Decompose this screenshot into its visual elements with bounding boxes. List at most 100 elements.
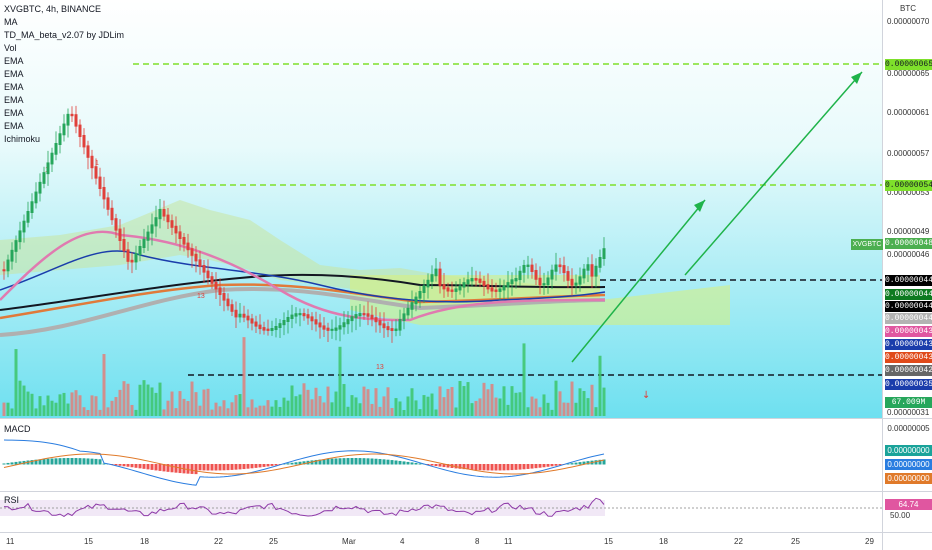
candle-body — [490, 287, 494, 292]
price-marker-label: 0.00000042 — [885, 365, 932, 376]
macd-histogram-bar — [586, 461, 590, 465]
volume-bar — [270, 406, 274, 416]
price-marker-label: 0.00000043 — [885, 339, 932, 350]
candle-body — [318, 322, 322, 328]
candle-body — [362, 313, 366, 316]
volume-bar — [498, 398, 502, 416]
macd-histogram-bar — [514, 464, 518, 470]
legend-ema[interactable]: EMA — [4, 95, 24, 105]
volume-bar — [482, 382, 486, 416]
macd-histogram-bar — [318, 459, 322, 465]
macd-histogram-bar — [18, 461, 22, 465]
legend-vol[interactable]: Vol — [4, 43, 17, 53]
time-tick-label: 18 — [140, 537, 149, 546]
macd-histogram-bar — [314, 459, 318, 465]
candle-body — [498, 288, 502, 292]
candle-body — [58, 133, 62, 145]
macd-tick-label: 0.00000000 — [885, 459, 932, 470]
legend-ma[interactable]: MA — [4, 17, 18, 27]
macd-histogram-bar — [230, 464, 234, 470]
time-tick-label: 22 — [734, 537, 743, 546]
candle-body — [18, 230, 22, 243]
candle-body — [446, 287, 450, 292]
volume-bar — [370, 403, 374, 416]
macd-histogram-bar — [570, 463, 574, 465]
candle-body — [534, 269, 538, 280]
macd-histogram-bar — [510, 464, 514, 471]
legend-ema[interactable]: EMA — [4, 69, 24, 79]
macd-histogram-bar — [282, 463, 286, 465]
time-tick-label: 11 — [6, 537, 15, 546]
volume-bar — [466, 382, 470, 416]
candle-body — [98, 176, 102, 189]
volume-bar — [426, 396, 430, 416]
volume-bar — [86, 409, 90, 416]
macd-histogram-bar — [238, 464, 242, 470]
macd-histogram-bar — [526, 464, 530, 469]
price-marker-label: 0.00000044 — [885, 313, 932, 324]
candlestick-series — [2, 105, 606, 343]
legend-td-ma[interactable]: TD_MA_beta_v2.07 by JDLim — [4, 30, 125, 40]
macd-histogram-bar — [62, 458, 66, 465]
candle-body — [546, 277, 550, 286]
volume-bar — [222, 400, 226, 416]
volume-bar — [518, 392, 522, 416]
volume-bar — [506, 404, 510, 416]
legend-ema[interactable]: EMA — [4, 121, 24, 131]
macd-title[interactable]: MACD — [4, 424, 31, 434]
volume-bar — [562, 402, 566, 416]
candle-body — [146, 231, 150, 241]
volume-bar — [78, 395, 82, 416]
candle-body — [270, 328, 274, 331]
macd-histogram-bar — [362, 458, 366, 465]
volume-bar — [122, 381, 126, 416]
volume-bar — [438, 386, 442, 416]
macd-histogram-bar — [138, 464, 142, 469]
macd-histogram-bar — [498, 464, 502, 471]
macd-histogram-bar — [190, 464, 194, 474]
candle-body — [562, 265, 566, 274]
candle-body — [110, 207, 114, 221]
macd-histogram-bar — [82, 458, 86, 465]
candle-body — [382, 323, 386, 329]
volume-bar — [50, 400, 54, 416]
volume-bar — [502, 386, 506, 416]
macd-histogram-bar — [382, 459, 386, 465]
volume-bar — [218, 406, 222, 416]
macd-histogram-bar — [330, 458, 334, 465]
volume-bar — [334, 391, 338, 416]
macd-tick-label: 0.00000000 — [885, 473, 932, 484]
macd-histogram-bar — [150, 464, 154, 470]
symbol-title[interactable]: XVGBTC, 4h, BINANCE — [4, 4, 102, 14]
ema-black — [0, 273, 606, 311]
macd-histogram-bar — [418, 463, 422, 465]
macd-histogram-bar — [142, 464, 146, 469]
candle-body — [42, 172, 46, 184]
macd-histogram-bar — [290, 462, 294, 465]
macd-histogram-bar — [346, 458, 350, 465]
macd-histogram-bar — [394, 460, 398, 465]
candle-body — [218, 287, 222, 295]
volume-bar — [394, 398, 398, 416]
rsi-title[interactable]: RSI — [4, 495, 20, 505]
legend-ema[interactable]: EMA — [4, 82, 24, 92]
volume-bar — [362, 386, 366, 416]
legend-ichimoku[interactable]: Ichimoku — [4, 134, 41, 144]
volume-bar — [34, 408, 38, 416]
volume-bar — [538, 407, 542, 416]
macd-histogram-bar — [170, 464, 174, 473]
candle-body — [294, 313, 298, 317]
candle-body — [206, 270, 210, 279]
volume-bar — [510, 386, 514, 416]
candle-body — [170, 220, 174, 228]
legend-ema[interactable]: EMA — [4, 108, 24, 118]
legend-ema[interactable]: EMA — [4, 56, 24, 66]
candle-body — [522, 264, 526, 273]
macd-histogram-bar — [474, 464, 478, 470]
volume-bar — [154, 392, 158, 416]
macd-histogram-bar — [66, 458, 70, 465]
price-tick-label: 0.00000070 — [887, 17, 930, 26]
time-tick-label: 11 — [504, 537, 513, 546]
